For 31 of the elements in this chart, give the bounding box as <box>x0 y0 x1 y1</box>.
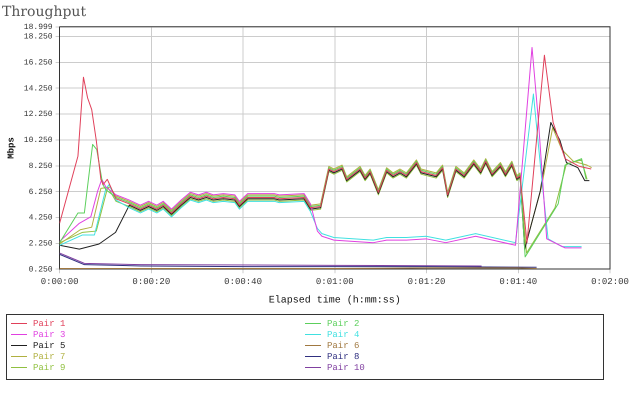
chart-title: Throughput <box>2 4 86 20</box>
y-tick-label: 18.999 <box>24 22 53 32</box>
legend-label: Pair 9 <box>33 362 66 372</box>
y-tick-label: 2.250 <box>28 239 53 248</box>
y-axis-title: Mbps <box>6 137 17 159</box>
legend-label: Pair 10 <box>327 362 365 372</box>
y-tick-label: 6.250 <box>28 188 53 197</box>
x-tick-label: 0:01:20 <box>408 276 446 287</box>
y-tick-label: 8.250 <box>28 162 53 171</box>
x-tick-label: 0:01:40 <box>499 276 538 287</box>
x-tick-label: 0:00:00 <box>40 276 79 287</box>
y-tick-label: 0.250 <box>28 265 53 274</box>
legend-label: Pair 5 <box>33 340 66 350</box>
legend-label: Pair 3 <box>33 330 66 340</box>
x-tick-label: 0:00:20 <box>132 276 170 287</box>
x-tick-label: 0:02:00 <box>591 276 629 287</box>
legend-label: Pair 8 <box>327 352 360 362</box>
legend-label: Pair 4 <box>327 330 360 340</box>
y-tick-label: 18.250 <box>24 32 53 42</box>
y-tick-label: 12.250 <box>24 110 53 120</box>
y-tick-label: 10.250 <box>24 136 53 146</box>
x-axis-title: Elapsed time (h:mm:ss) <box>268 294 401 307</box>
legend-label: Pair 6 <box>327 340 360 350</box>
legend-label: Pair 7 <box>33 352 66 362</box>
y-tick-label: 14.250 <box>24 84 53 94</box>
legend-label: Pair 2 <box>327 318 360 328</box>
x-tick-label: 0:01:00 <box>316 276 354 287</box>
legend-label: Pair 1 <box>33 318 66 328</box>
y-tick-label: 16.250 <box>24 58 53 68</box>
x-tick-label: 0:00:40 <box>224 276 262 287</box>
y-tick-label: 4.250 <box>28 214 53 223</box>
